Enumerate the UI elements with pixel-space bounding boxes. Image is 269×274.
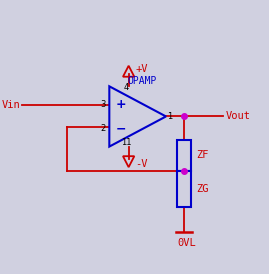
- Text: 1: 1: [167, 112, 172, 121]
- Bar: [177, 140, 191, 171]
- Text: Vout: Vout: [225, 112, 250, 121]
- Text: +V: +V: [135, 64, 148, 73]
- Text: 11: 11: [121, 138, 132, 147]
- Text: 3: 3: [100, 100, 106, 109]
- Text: −: −: [116, 122, 126, 135]
- Text: 2: 2: [100, 124, 105, 133]
- Text: ZF: ZF: [196, 150, 209, 161]
- Text: ZG: ZG: [196, 184, 209, 194]
- Bar: [177, 171, 191, 207]
- Text: +: +: [116, 98, 126, 111]
- Text: 0VL: 0VL: [178, 238, 196, 248]
- Text: Vin: Vin: [2, 101, 20, 110]
- Text: OPAMP: OPAMP: [127, 76, 157, 85]
- Text: -V: -V: [135, 159, 148, 169]
- Text: 4: 4: [123, 83, 129, 92]
